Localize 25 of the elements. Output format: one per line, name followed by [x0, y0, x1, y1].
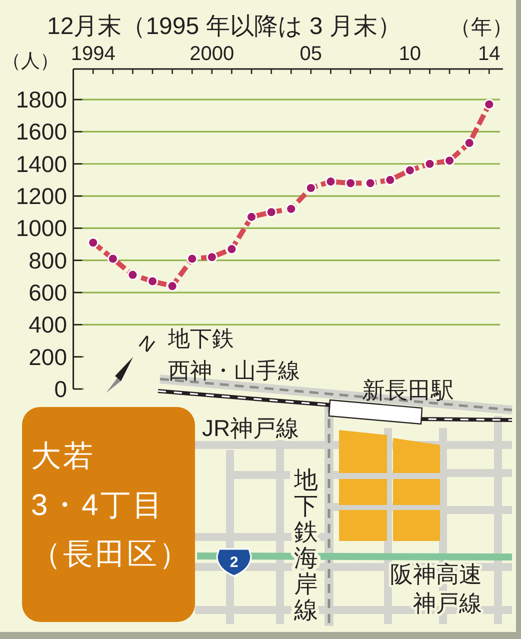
x-tick-label: 14 [478, 43, 500, 65]
y-tick-label: 1600 [16, 118, 67, 145]
annotation: 2 [230, 554, 238, 571]
xlabel: （年） [450, 16, 513, 39]
annotation: 新長田駅 [362, 377, 454, 403]
annotation: N [134, 332, 158, 358]
y-tick-label: 1800 [16, 86, 67, 113]
x-tick-label: 1994 [70, 43, 116, 65]
annotation: 阪神高速神戸線 [390, 561, 482, 616]
x-tick-label: 05 [300, 43, 322, 65]
y-tick-label: 1000 [16, 215, 67, 242]
y-tick-label: 600 [28, 280, 67, 306]
y-tick-label: 800 [28, 247, 67, 274]
x-tick-label: 10 [398, 43, 422, 65]
y-tick-label: 400 [28, 312, 67, 338]
x-tick-label: 2000 [190, 43, 234, 65]
y-tick-label: 200 [28, 344, 67, 370]
ylabel: （人） [2, 51, 59, 72]
y-tick-label: 1200 [16, 183, 67, 210]
annotation: JR神戸線 [202, 415, 300, 441]
annotation: 地下鉄西神・山手線 [168, 326, 300, 383]
y-tick-label: 1400 [16, 150, 67, 177]
y-tick-label: 0 [54, 376, 67, 402]
title: 12月末（1995 年以降は 3 月末） [47, 13, 402, 40]
annotation: 大若3・4丁目（長田区） [31, 440, 191, 571]
